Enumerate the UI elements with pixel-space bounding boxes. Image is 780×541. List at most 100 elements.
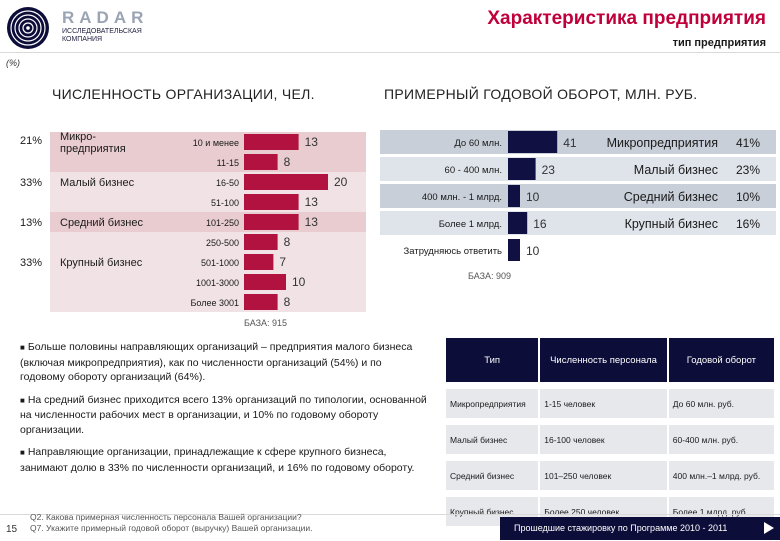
table-cell: 60-400 млн. руб. xyxy=(667,418,777,458)
right-group-band xyxy=(380,211,776,235)
note-text: На средний бизнес приходится всего 13% о… xyxy=(20,393,427,436)
left-group-label: Микро- xyxy=(60,131,96,143)
left-group-share: 13% xyxy=(20,217,42,229)
charts-canvas: 21% Микро-предприятия 33% Малый бизнес 13% Ср… xyxy=(20,130,776,312)
right-group-band xyxy=(380,157,776,181)
footer-program-text: Прошедшие стажировку по Программе 2010 -… xyxy=(514,523,728,533)
corner-logo-icon xyxy=(762,520,776,536)
left-group-share: 21% xyxy=(20,135,42,147)
note-item: ■ Больше половины направляющих организаци… xyxy=(20,340,428,385)
left-category-label: 501-1000 xyxy=(201,258,239,268)
right-bar-value: 16 xyxy=(533,217,547,231)
right-category-label: Затрудняюсь ответить xyxy=(404,246,503,257)
unit-label: (%) xyxy=(6,58,20,68)
right-group-label: Микропредприятия xyxy=(607,136,718,150)
left-bar xyxy=(244,174,328,190)
table-header-type: Тип xyxy=(446,338,541,386)
table-header-staff: Численность персонала xyxy=(539,338,669,386)
right-chart-base: БАЗА: 909 xyxy=(468,271,512,281)
left-group-share: 33% xyxy=(20,177,42,189)
right-bar-value: 41 xyxy=(563,136,577,150)
right-group-share: 16% xyxy=(736,217,760,231)
left-bar-value: 7 xyxy=(279,255,286,269)
right-category-label: До 60 млн. xyxy=(454,138,502,149)
table-row: Малый бизнес 16-100 человек 60-400 млн. … xyxy=(446,418,777,458)
left-group-band xyxy=(50,132,366,172)
right-category-label: 60 - 400 млн. xyxy=(445,165,502,176)
right-bar xyxy=(508,212,528,234)
left-category-label: 11-15 xyxy=(217,158,239,168)
right-group-share: 10% xyxy=(736,190,760,204)
left-bar xyxy=(244,194,299,210)
brand-subtitle: ИССЛЕДОВАТЕЛЬСКАЯ КОМПАНИЯ xyxy=(62,28,152,44)
left-bar xyxy=(244,214,299,230)
notes-block: ■ Больше половины направляющих организаци… xyxy=(20,340,428,483)
left-bar xyxy=(244,234,278,250)
right-bar xyxy=(508,185,520,207)
right-group-label: Малый бизнес xyxy=(634,163,718,177)
left-category-label: 250-500 xyxy=(206,238,239,248)
table-cell: 101–250 человек xyxy=(539,454,669,494)
left-category-label: Более 3001 xyxy=(191,298,240,308)
table-cell: Малый бизнес xyxy=(446,418,541,458)
table-row: Микропредприятия 1-15 человек До 60 млн.… xyxy=(446,382,777,422)
note-text: Направляющие организации, принадлежащие … xyxy=(20,446,415,474)
right-bar xyxy=(508,131,558,153)
right-group-share: 23% xyxy=(736,163,760,177)
radar-logo-icon xyxy=(6,6,50,50)
right-bar-value: 10 xyxy=(526,190,540,204)
business-type-table: Тип Численность персонала Годовой оборот… xyxy=(446,338,777,526)
table-cell: 400 млн.–1 млрд. руб. xyxy=(667,454,777,494)
table-header-row: Тип Численность персонала Годовой оборот xyxy=(446,338,777,386)
brand-name: RADAR xyxy=(62,8,149,27)
right-category-label: 400 млн. - 1 млрд. xyxy=(422,192,502,203)
right-group-label: Средний бизнес xyxy=(624,190,718,204)
left-group-label: Средний бизнес xyxy=(60,217,143,229)
left-chart-title: ЧИСЛЕННОСТЬ ОРГАНИЗАЦИИ, ЧЕЛ. xyxy=(52,86,315,102)
page-subtitle: тип предприятия xyxy=(672,37,766,49)
left-bar xyxy=(244,254,274,270)
page-title: Характеристика предприятия xyxy=(487,8,766,29)
bullet-icon: ■ xyxy=(20,343,25,352)
brand-line-2: КОМПАНИЯ xyxy=(62,36,103,43)
right-bar xyxy=(508,158,536,180)
note-item: ■ Направляющие организации, принадлежащие… xyxy=(20,445,428,475)
right-group-share: 41% xyxy=(736,136,760,150)
table-cell: Микропредприятия xyxy=(446,382,541,422)
left-group-label: Малый бизнес xyxy=(60,177,135,189)
left-bar-value: 13 xyxy=(305,195,319,209)
right-category-label: Более 1 млрд. xyxy=(439,219,502,230)
table-cell: 1-15 человек xyxy=(539,382,669,422)
footer-divider xyxy=(0,514,780,515)
left-group-share: 33% xyxy=(20,257,42,269)
left-bar xyxy=(244,154,278,170)
brand-line-1: ИССЛЕДОВАТЕЛЬСКАЯ xyxy=(62,28,142,35)
left-bar-value: 13 xyxy=(305,135,319,149)
table-row: Средний бизнес 101–250 человек 400 млн.–… xyxy=(446,454,777,494)
right-bar-value: 23 xyxy=(542,163,556,177)
right-chart-title: ПРИМЕРНЫЙ ГОДОВОЙ ОБОРОТ, МЛН. РУБ. xyxy=(384,86,698,102)
left-bar-value: 20 xyxy=(334,175,348,189)
question-notes: Q2. Какова примерная численность персона… xyxy=(30,512,313,534)
header-divider xyxy=(0,52,780,53)
left-category-label: 16-50 xyxy=(216,178,239,188)
left-group-band xyxy=(50,232,366,312)
left-bar xyxy=(244,134,299,150)
left-group-label: Крупный бизнес xyxy=(60,257,143,269)
bullet-icon: ■ xyxy=(20,448,25,457)
question-q7: Q7. Укажите примерный годовой оборот (вы… xyxy=(30,523,313,533)
left-bar-value: 8 xyxy=(284,295,291,309)
note-text: Больше половины направляющих организаций… xyxy=(20,341,413,383)
table-header-turnover: Годовой оборот xyxy=(667,338,777,386)
left-bar-value: 10 xyxy=(292,275,306,289)
left-category-label: 51-100 xyxy=(211,198,239,208)
left-group-label: предприятия xyxy=(60,143,126,155)
right-group-band xyxy=(380,130,776,154)
table-cell: Средний бизнес xyxy=(446,454,541,494)
table-cell: 16-100 человек xyxy=(539,418,669,458)
left-category-label: 10 и менее xyxy=(193,138,239,148)
left-bar-value: 8 xyxy=(284,235,291,249)
page-number: 15 xyxy=(6,524,18,535)
left-category-label: 1001-3000 xyxy=(196,278,239,288)
note-item: ■ На средний бизнес приходится всего 13% … xyxy=(20,393,428,438)
